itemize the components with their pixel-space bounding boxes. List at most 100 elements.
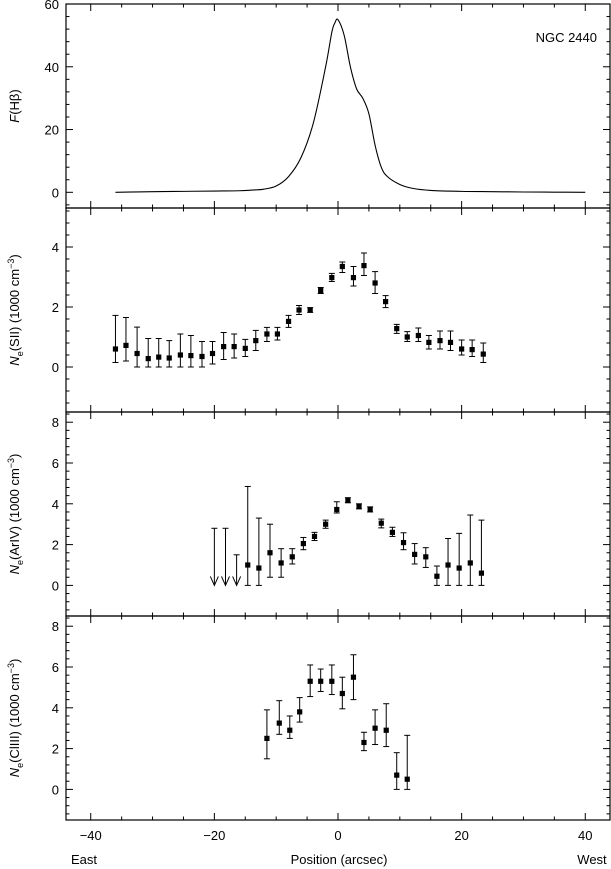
y-tick-label: 0 (52, 578, 59, 593)
data-marker (383, 299, 389, 305)
data-point-16 (411, 543, 418, 565)
data-marker (478, 570, 485, 576)
data-point-34 (469, 339, 476, 357)
data-marker (134, 350, 140, 357)
data-marker (156, 354, 162, 360)
upper-limit-1 (209, 527, 219, 587)
data-marker (372, 725, 378, 731)
data-point-11 (372, 709, 379, 746)
data-point-23 (350, 266, 357, 287)
data-point-27 (393, 323, 400, 334)
data-point-31 (437, 330, 443, 350)
east-label: East (71, 852, 97, 867)
y-tick-label: 6 (52, 660, 59, 675)
data-point-7 (311, 531, 318, 542)
data-marker (447, 339, 454, 345)
data-marker (231, 344, 237, 350)
data-marker (253, 338, 259, 344)
data-marker (372, 280, 378, 286)
data-marker (209, 350, 216, 357)
data-marker (415, 332, 421, 339)
upper-limit-2 (221, 527, 230, 587)
data-marker (334, 506, 340, 513)
y-axis-title: Ne(ArIV) (1000 cm−3) (6, 454, 25, 575)
data-marker (361, 739, 367, 746)
x-tick-label: −40 (80, 828, 102, 843)
x-tick-label: −20 (203, 828, 225, 843)
data-point-13 (393, 752, 400, 790)
data-marker (456, 565, 462, 571)
data-point-9 (199, 341, 205, 368)
data-point-12 (231, 333, 238, 359)
y-tick-label: 2 (52, 300, 59, 315)
data-point-1 (244, 485, 251, 586)
data-marker (378, 520, 384, 526)
x-tick-label: 0 (334, 828, 341, 843)
data-point-1 (263, 709, 270, 760)
upper-limit-3 (232, 554, 242, 587)
data-point-7 (328, 664, 335, 696)
data-marker (112, 346, 119, 352)
data-marker (199, 353, 205, 360)
data-point-6 (317, 668, 324, 692)
data-marker (300, 540, 306, 547)
data-point-15 (263, 326, 270, 342)
data-point-8 (322, 519, 329, 529)
data-point-2 (255, 517, 262, 586)
panel-frame (65, 411, 611, 617)
data-marker (267, 550, 273, 556)
upper-limit-arrowhead (209, 576, 219, 587)
data-marker (389, 529, 395, 535)
y-tick-label: 8 (52, 619, 59, 634)
data-point-18 (433, 565, 440, 586)
data-marker (256, 565, 262, 571)
data-marker (307, 678, 313, 684)
data-marker (394, 772, 400, 778)
data-marker (467, 560, 473, 566)
west-label: West (577, 852, 607, 867)
data-marker (437, 338, 443, 344)
y-tick-label: 8 (52, 415, 59, 430)
hbeta-flux-line (115, 18, 586, 193)
data-marker (278, 560, 284, 566)
data-marker (480, 351, 486, 357)
data-marker (423, 554, 429, 560)
data-point-7 (177, 333, 184, 368)
y-tick-label: 4 (52, 240, 59, 255)
data-point-22 (478, 519, 485, 586)
data-marker (404, 334, 410, 340)
object-label: NGC 2440 (536, 30, 597, 45)
upper-limit-arrowhead (232, 576, 242, 587)
data-point-14 (389, 526, 396, 537)
y-tick-label: 40 (45, 60, 59, 75)
data-point-12 (367, 506, 374, 513)
data-marker (345, 497, 351, 503)
data-point-20 (317, 287, 324, 294)
y-tick-label: 2 (52, 742, 59, 757)
data-marker (469, 347, 475, 353)
data-point-18 (296, 305, 303, 315)
panel-frame (65, 207, 611, 413)
data-point-15 (400, 532, 407, 551)
data-point-33 (458, 339, 465, 356)
data-marker (289, 554, 295, 560)
data-marker (404, 776, 410, 782)
data-marker (318, 678, 324, 684)
data-point-5 (155, 338, 162, 368)
data-marker (296, 307, 302, 313)
y-axis-title: F(Hβ) (7, 89, 22, 122)
y-tick-label: 0 (52, 782, 59, 797)
data-point-13 (378, 518, 385, 529)
data-point-16 (274, 326, 281, 341)
data-marker (445, 562, 451, 568)
data-marker (245, 562, 251, 568)
data-point-14 (252, 329, 259, 351)
data-point-28 (404, 331, 411, 342)
data-marker (329, 678, 335, 684)
data-point-12 (383, 703, 390, 748)
y-tick-label: 0 (52, 360, 59, 375)
data-marker (350, 674, 357, 680)
data-marker (274, 331, 281, 337)
data-point-2 (276, 700, 283, 735)
